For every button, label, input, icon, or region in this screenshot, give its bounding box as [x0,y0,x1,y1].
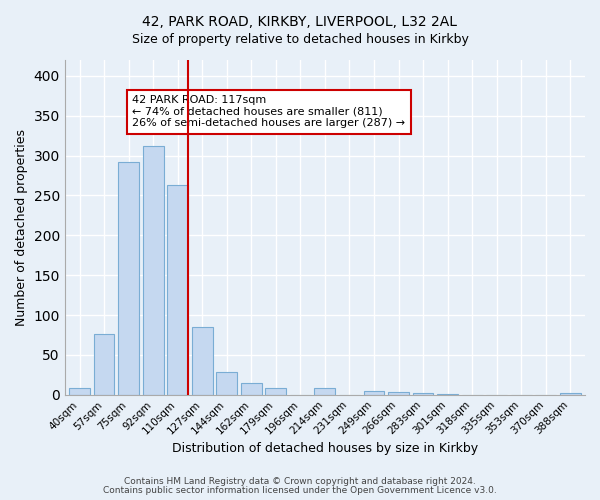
Bar [314,388,335,394]
Bar [388,392,409,394]
Y-axis label: Number of detached properties: Number of detached properties [15,129,28,326]
Text: 42 PARK ROAD: 117sqm
← 74% of detached houses are smaller (811)
26% of semi-deta: 42 PARK ROAD: 117sqm ← 74% of detached h… [133,95,406,128]
Text: Size of property relative to detached houses in Kirkby: Size of property relative to detached ho… [131,32,469,46]
Text: 42, PARK ROAD, KIRKBY, LIVERPOOL, L32 2AL: 42, PARK ROAD, KIRKBY, LIVERPOOL, L32 2A… [143,15,458,29]
Bar [94,334,115,394]
Bar [192,327,212,394]
X-axis label: Distribution of detached houses by size in Kirkby: Distribution of detached houses by size … [172,442,478,455]
Bar [217,372,237,394]
Bar [265,388,286,394]
Text: Contains HM Land Registry data © Crown copyright and database right 2024.: Contains HM Land Registry data © Crown c… [124,477,476,486]
Text: Contains public sector information licensed under the Open Government Licence v3: Contains public sector information licen… [103,486,497,495]
Bar [118,162,139,394]
Bar [143,146,164,394]
Bar [241,383,262,394]
Bar [167,185,188,394]
Bar [413,393,433,394]
Bar [69,388,90,394]
Bar [560,393,581,394]
Bar [364,390,385,394]
